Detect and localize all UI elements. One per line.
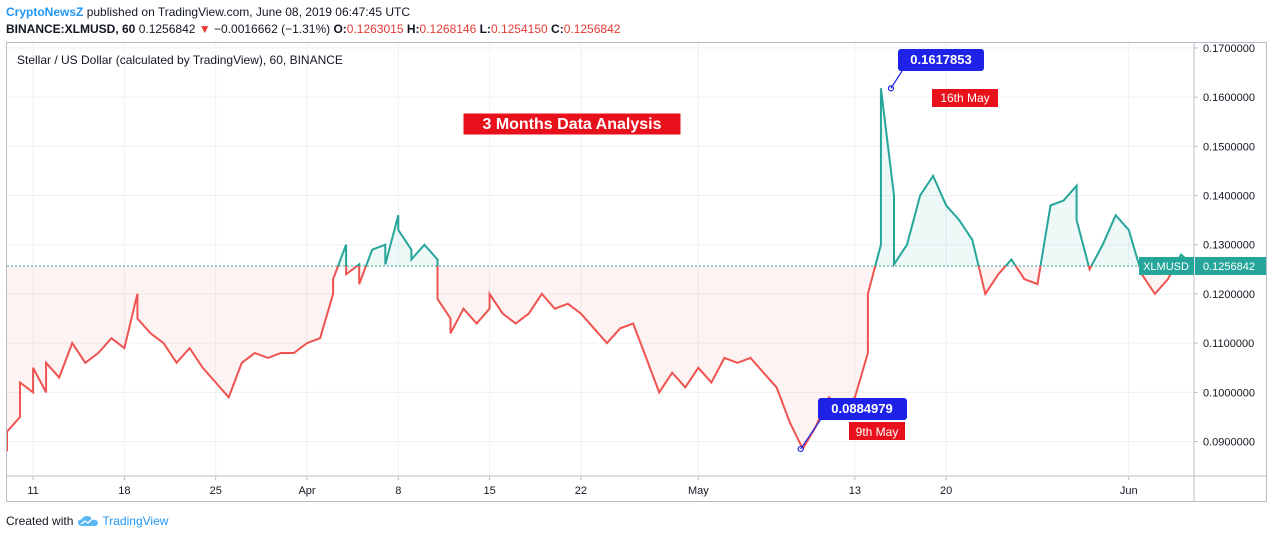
y-tick-label: 0.1500000 [1203, 141, 1255, 153]
y-tick-label: 0.1000000 [1203, 387, 1255, 399]
x-tick-label: 15 [484, 485, 496, 497]
x-tick-label: 8 [395, 485, 401, 497]
high-value-box [898, 49, 984, 71]
tradingview-brand: TradingView [102, 514, 169, 528]
down-arrow-icon: ▼ [198, 22, 211, 36]
cloud-icon [78, 516, 99, 526]
current-price-label: 0.1256842 [1203, 261, 1255, 273]
ohlc-line: BINANCE:XLMUSD, 60 0.1256842 ▼ −0.001666… [6, 22, 620, 36]
low-value: 0.1254150 [490, 22, 548, 36]
high-label: H: [406, 22, 420, 36]
low-label: L: [479, 22, 491, 36]
x-tick-label: 11 [27, 485, 38, 497]
publish-line: CryptoNewsZ published on TradingView.com… [6, 5, 410, 19]
chart-frame [6, 42, 1267, 502]
current-price-box [1195, 256, 1266, 275]
created-with-text: Created with [6, 514, 74, 528]
y-tick-label: 0.1100000 [1203, 338, 1254, 350]
high-leader-line [890, 70, 903, 89]
y-tick-label: 0.1200000 [1203, 289, 1255, 301]
author-link[interactable]: CryptoNewsZ [6, 5, 84, 19]
published-text: published on TradingView.com, June 08, 2… [86, 5, 411, 19]
high-date-label: 16th May [940, 91, 989, 105]
symbol-label: BINANCE:XLMUSD, 60 [6, 22, 136, 36]
y-tick-label: 0.1600000 [1203, 92, 1255, 104]
analysis-banner-text: 3 Months Data Analysis [482, 116, 661, 133]
close-label: C: [551, 22, 564, 36]
y-tick-label: 0.1700000 [1203, 43, 1255, 55]
last-price: 0.1256842 [138, 22, 196, 36]
symbol-tag-label: XLMUSD [1143, 261, 1189, 273]
x-tick-label: 20 [940, 485, 952, 497]
tradingview-link[interactable]: TradingView [77, 514, 168, 528]
low-date-box [849, 422, 905, 440]
low-value-box [818, 398, 907, 420]
open-value: 0.1263015 [346, 22, 404, 36]
price-line-below [7, 265, 1194, 452]
x-tick-label: Jun [1120, 485, 1138, 497]
x-tick-label: Apr [298, 485, 315, 497]
x-tick-label: 25 [210, 485, 222, 497]
symbol-tag-box [1139, 256, 1194, 275]
low-leader-line [800, 418, 822, 450]
low-value-label: 0.0884979 [831, 401, 892, 416]
close-value: 0.1256842 [563, 22, 621, 36]
y-tick-label: 0.1400000 [1203, 191, 1255, 203]
footer: Created with TradingView [6, 514, 168, 528]
price-line-above [337, 88, 1194, 266]
high-value-label: 0.1617853 [910, 52, 971, 67]
price-change: −0.0016662 (−1.31%) [214, 22, 331, 36]
x-tick-label: 22 [575, 485, 587, 497]
low-date-label: 9th May [856, 425, 899, 439]
x-tick-label: 13 [849, 485, 861, 497]
area-above-baseline [7, 88, 1194, 266]
y-tick-label: 0.1300000 [1203, 240, 1255, 252]
high-date-box [932, 89, 998, 107]
x-tick-label: 18 [118, 485, 130, 497]
x-tick-label: May [688, 485, 709, 497]
area-below-baseline [7, 265, 1175, 452]
analysis-banner-box [462, 112, 682, 136]
high-value: 0.1268146 [419, 22, 477, 36]
chart-title: Stellar / US Dollar (calculated by Tradi… [17, 53, 343, 67]
y-tick-label: 0.0900000 [1203, 437, 1255, 449]
open-label: O: [333, 22, 347, 36]
